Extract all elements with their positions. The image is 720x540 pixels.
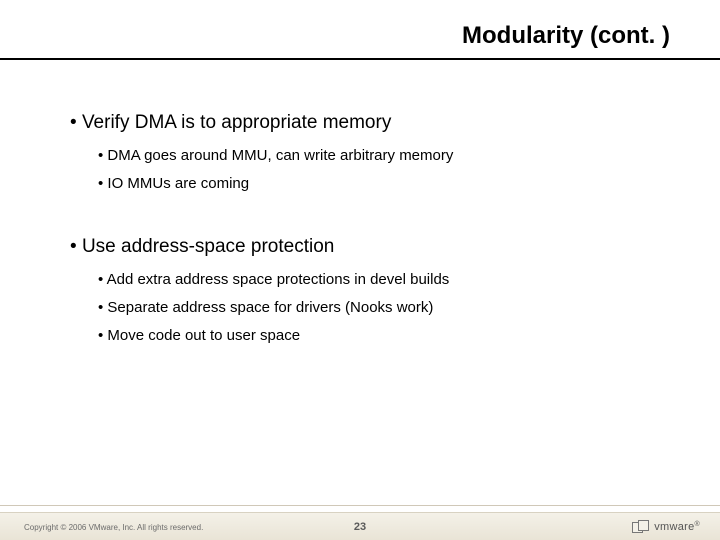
copyright-text: Copyright © 2006 VMware, Inc. All rights… xyxy=(24,523,203,532)
spacer xyxy=(70,222,670,234)
brand-name: vmware® xyxy=(654,521,700,533)
bullet-l2-text: IO MMUs are coming xyxy=(107,175,249,192)
registered-mark: ® xyxy=(695,521,700,528)
bullet-l2-text: Move code out to user space xyxy=(107,327,300,344)
brand-boxes-icon xyxy=(632,520,650,534)
bullet-l1: • Verify DMA is to appropriate memory xyxy=(70,110,670,136)
bullet-l2: • DMA goes around MMU, can write arbitra… xyxy=(98,146,670,166)
brand-text-value: vmware xyxy=(654,521,694,533)
slide-content: • Verify DMA is to appropriate memory • … xyxy=(70,110,670,375)
bullet-l2-text: DMA goes around MMU, can write arbitrary… xyxy=(107,147,453,164)
bullet-l2-text: Separate address space for drivers (Nook… xyxy=(107,299,433,316)
page-number: 23 xyxy=(354,521,366,533)
bullet-l2: • Add extra address space protections in… xyxy=(98,270,670,290)
bullet-l1-text: Use address-space protection xyxy=(82,236,334,257)
bullet-l1-text: Verify DMA is to appropriate memory xyxy=(82,112,391,133)
bullet-l2-text: Add extra address space protections in d… xyxy=(107,271,450,288)
slide: Modularity (cont. ) • Verify DMA is to a… xyxy=(0,0,720,540)
slide-title: Modularity (cont. ) xyxy=(462,22,670,50)
brand-logo: vmware® xyxy=(632,520,700,534)
title-underline xyxy=(0,58,720,60)
bullet-l2: • IO MMUs are coming xyxy=(98,174,670,194)
bullet-l1: • Use address-space protection xyxy=(70,234,670,260)
footer-separator xyxy=(0,505,720,506)
bullet-l2: • Separate address space for drivers (No… xyxy=(98,298,670,318)
bullet-l2-group: • Add extra address space protections in… xyxy=(70,270,670,347)
bullet-l2-group: • DMA goes around MMU, can write arbitra… xyxy=(70,146,670,195)
bullet-l2: • Move code out to user space xyxy=(98,326,670,346)
